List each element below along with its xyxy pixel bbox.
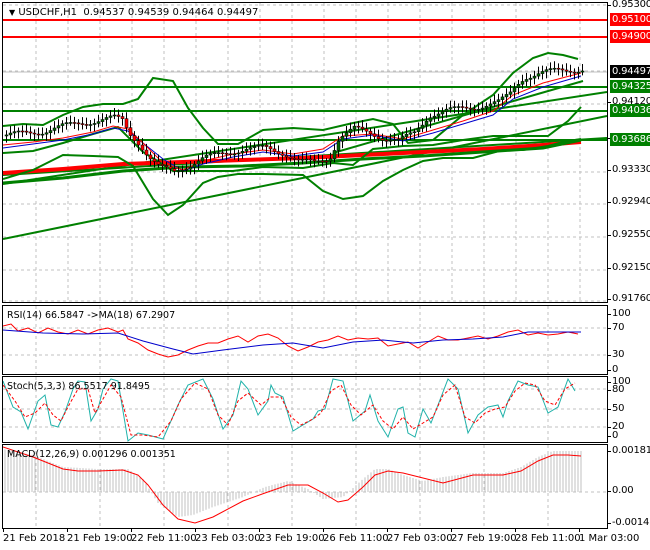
price-tick: 0.93330: [608, 164, 650, 175]
candlesticks: [4, 61, 585, 178]
macd-signal-line: [3, 446, 582, 524]
ohlc-values: 0.94537 0.94539 0.94464 0.94497: [83, 7, 259, 18]
stoch-label: Stoch(5,3,3) 86.5517 91.8495: [7, 381, 151, 392]
rsi-line: [3, 323, 579, 358]
time-label: 21 Feb 19:00: [67, 528, 133, 544]
price-tick: 0.92940: [608, 196, 650, 207]
rsi-panel[interactable]: RSI(14) 66.5847 ->MA(18) 67.2907: [2, 305, 608, 375]
time-label: 26 Feb 11:00: [323, 528, 389, 544]
rsi-tick: 30: [607, 349, 625, 360]
price-badge-resistance: 0.95100: [610, 13, 650, 26]
price-scale[interactable]: 0.95300 0.94120 0.93720 0.93330 0.92940 …: [608, 0, 650, 305]
rsi-tick: 70: [607, 322, 625, 333]
main-chart-panel[interactable]: ▼ USDCHF,H1 0.94537 0.94539 0.94464 0.94…: [2, 2, 608, 303]
triangle-down-icon[interactable]: ▼: [9, 8, 16, 17]
rsi-ma-line: [3, 329, 581, 355]
price-tick: 0.91760: [608, 293, 650, 304]
price-badge-support: 0.94325: [610, 80, 650, 93]
time-label: 23 Feb 19:00: [259, 528, 325, 544]
time-label: 23 Feb 03:00: [195, 528, 261, 544]
price-badge-support: 0.93686: [610, 133, 650, 146]
macd-tick: 0.00: [607, 485, 634, 496]
price-chart-canvas[interactable]: [3, 3, 607, 302]
price-tick: 0.95300: [608, 0, 650, 10]
time-label: 27 Feb 19:00: [451, 528, 517, 544]
time-label: 28 Feb 11:00: [515, 528, 581, 544]
time-label: 21 Feb 2018: [3, 528, 66, 544]
current-price-badge: 0.94497: [610, 65, 650, 78]
stoch-tick: 50: [607, 403, 625, 414]
stoch-tick: 100: [608, 376, 631, 387]
price-tick: 0.92550: [608, 229, 650, 240]
stoch-tick: 20: [607, 421, 625, 432]
chart-title: ▼ USDCHF,H1 0.94537 0.94539 0.94464 0.94…: [9, 7, 258, 18]
rsi-scale: 100 70 30 0: [607, 305, 650, 375]
macd-label: MACD(12,26,9) 0.001296 0.001351: [7, 449, 176, 460]
macd-histogram: [4, 449, 582, 517]
price-tick: 0.94120: [608, 96, 650, 107]
rsi-label: RSI(14) 66.5847 ->MA(18) 67.2907: [7, 310, 176, 321]
stoch-scale: 100 80 50 20 0: [607, 376, 650, 443]
symbol-timeframe: USDCHF,H1: [18, 7, 78, 18]
price-badge-resistance: 0.94900: [610, 30, 650, 43]
macd-tick: -0.001486: [608, 518, 650, 528]
macd-scale: 0.001814 0.00 -0.001486: [607, 444, 650, 529]
stoch-tick: 0: [607, 430, 619, 441]
macd-panel[interactable]: MACD(12,26,9) 0.001296 0.001351: [2, 444, 608, 529]
price-tick: 0.92150: [608, 262, 650, 273]
rsi-tick: 0: [607, 364, 619, 375]
time-label: 1 Mar 03:00: [579, 528, 640, 544]
stochastic-panel[interactable]: Stoch(5,3,3) 86.5517 91.8495: [2, 376, 608, 443]
stoch-tick: 80: [607, 384, 625, 395]
price-badge-support: 0.94036: [610, 104, 650, 117]
stoch-signal-line: [3, 382, 576, 438]
time-axis[interactable]: 21 Feb 2018 21 Feb 19:00 22 Feb 11:00 23…: [0, 528, 650, 550]
rsi-tick: 100: [608, 308, 631, 319]
time-label: 27 Feb 03:00: [387, 528, 453, 544]
macd-tick: 0.001814: [607, 446, 650, 456]
time-label: 22 Feb 11:00: [131, 528, 197, 544]
